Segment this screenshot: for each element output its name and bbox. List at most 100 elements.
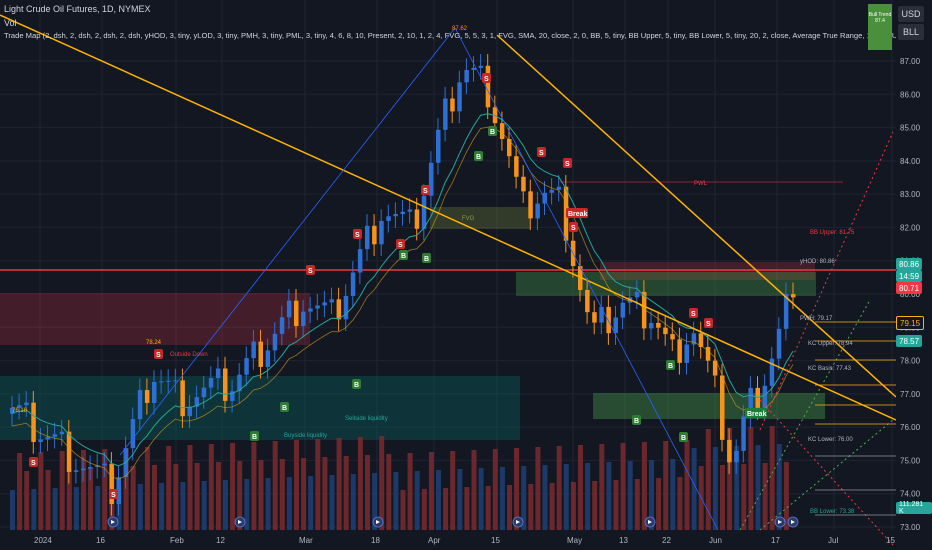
quick-trade-widget: Bull Trend 87.4 USD BLL xyxy=(868,4,924,50)
fvg-zone-upper xyxy=(430,207,530,229)
svg-text:B: B xyxy=(252,434,257,441)
time-axis[interactable]: 2024 16 Feb 12 Mar 18 Apr 15 May 13 22 Jun 17 Jul 15 xyxy=(34,536,895,545)
time-tick: 18 xyxy=(371,536,380,545)
resistance-zone-left xyxy=(0,293,310,345)
svg-text:B: B xyxy=(634,418,639,425)
svg-text:B: B xyxy=(681,435,686,442)
price-tick: 74.00 xyxy=(900,490,921,499)
level-lines-white xyxy=(815,455,896,516)
svg-text:B: B xyxy=(490,129,495,136)
price-tick: 80.00 xyxy=(900,290,921,299)
kc-upper-label: KC Upper: 78.94 xyxy=(808,341,853,347)
projection-green-2 xyxy=(759,419,894,531)
pwl-label: PWL xyxy=(694,181,708,187)
bb-lower-label: BB Lower: 73.38 xyxy=(810,509,855,515)
time-tick: Jun xyxy=(709,536,722,545)
time-tick: 22 xyxy=(662,536,671,545)
time-tick: Feb xyxy=(170,536,184,545)
price-tag-mid: 78.57 xyxy=(896,335,923,347)
price-tick: 77.00 xyxy=(900,390,921,399)
break-label-1: Break xyxy=(568,211,588,218)
price-tick: 87.00 xyxy=(900,57,921,66)
inside-label: 78.24 xyxy=(146,340,162,346)
svg-text:S: S xyxy=(423,188,428,195)
svg-text:S: S xyxy=(355,232,360,239)
svg-text:B: B xyxy=(282,405,287,412)
break-label-2: Break xyxy=(747,411,767,418)
time-tick: Jul xyxy=(828,536,838,545)
break-badge-2 xyxy=(745,408,767,418)
price-tick: 84.00 xyxy=(900,157,921,166)
svg-text:S: S xyxy=(308,268,313,275)
svg-text:S: S xyxy=(156,352,161,359)
high-label: 87.62 xyxy=(452,26,468,32)
price-tag-high: 80.86 xyxy=(896,258,923,270)
bb-upper-label: BB Upper: 81.75 xyxy=(810,230,855,236)
time-tick: 15 xyxy=(886,536,895,545)
svg-text:S: S xyxy=(31,460,36,467)
outside-down-label: Outside Down xyxy=(170,352,208,358)
price-axis[interactable]: 87.0086.0085.0084.0083.0082.0081.0080.00… xyxy=(900,57,921,532)
price-tag-pwh: 79.15 xyxy=(896,316,925,330)
svg-text:B: B xyxy=(476,154,481,161)
svg-text:S: S xyxy=(691,311,696,318)
trendline-down-blue xyxy=(454,27,719,531)
svg-text:B: B xyxy=(401,253,406,260)
mini-trend-label: Bull Trend xyxy=(868,12,892,18)
svg-text:S: S xyxy=(398,242,403,249)
bll-button[interactable]: BLL xyxy=(898,24,924,40)
price-tick: 82.00 xyxy=(900,223,921,232)
candlesticks xyxy=(10,54,796,516)
price-tick: 83.00 xyxy=(900,190,921,199)
buyside-label: Buyside liquidity xyxy=(284,433,327,439)
indicator-legend[interactable]: Trade Map (2, dsh, 2, dsh, 2, dsh, 2, ds… xyxy=(4,31,896,40)
volume-label: Vol xyxy=(4,18,17,28)
fvg-label: FVG xyxy=(462,216,475,222)
svg-text:B: B xyxy=(668,363,673,370)
time-tick: 12 xyxy=(216,536,225,545)
time-tick: May xyxy=(567,536,582,545)
svg-text:S: S xyxy=(484,76,489,83)
break-badge-1 xyxy=(566,208,588,218)
time-tick: 15 xyxy=(491,536,500,545)
time-tick: Mar xyxy=(299,536,313,545)
mini-trend-value: 87.4 xyxy=(875,18,885,24)
projection-red xyxy=(759,131,894,431)
buyside-zone xyxy=(593,393,825,419)
trendline-up-blue xyxy=(119,27,456,456)
price-tick: 73.00 xyxy=(900,523,921,532)
time-tick: Apr xyxy=(428,536,441,545)
price-tick: 86.00 xyxy=(900,90,921,99)
chart-title: Light Crude Oil Futures, 1D, NYMEX xyxy=(4,4,151,14)
svg-text:S: S xyxy=(565,161,570,168)
pwh-label: PWH: 79.17 xyxy=(800,316,833,322)
kc-lower-label: KC Lower: 76.00 xyxy=(808,437,853,443)
price-tag-last: 80.71 xyxy=(896,282,923,294)
level-lines xyxy=(815,321,896,425)
svg-text:B: B xyxy=(424,256,429,263)
fvg-zone-green xyxy=(516,272,816,296)
usd-button[interactable]: USD xyxy=(898,6,924,22)
volume-tag: 111.281 K xyxy=(896,501,932,515)
price-tick: 75.00 xyxy=(900,456,921,465)
time-tick: 17 xyxy=(771,536,780,545)
time-tick: 13 xyxy=(619,536,628,545)
sellside-zone xyxy=(0,376,520,440)
mini-trend-panel[interactable]: Bull Trend 87.4 xyxy=(868,4,892,50)
kc-basis-label: KC Basis: 77.43 xyxy=(808,366,852,372)
price-tick: 78.00 xyxy=(900,357,921,366)
svg-text:S: S xyxy=(706,321,711,328)
trendline-down-long[interactable] xyxy=(0,14,897,421)
low-label: 76.18 xyxy=(12,408,28,414)
svg-text:S: S xyxy=(539,150,544,157)
replay-icons xyxy=(107,516,799,528)
trendline-down-steep[interactable] xyxy=(496,34,897,398)
projection-green xyxy=(739,299,871,531)
countdown-tag: 14:59 xyxy=(896,270,923,282)
sellside-label: Sellside liquidity xyxy=(345,416,388,422)
time-tick: 2024 xyxy=(34,536,52,545)
svg-text:B: B xyxy=(354,382,359,389)
price-tick: 76.00 xyxy=(900,423,921,432)
